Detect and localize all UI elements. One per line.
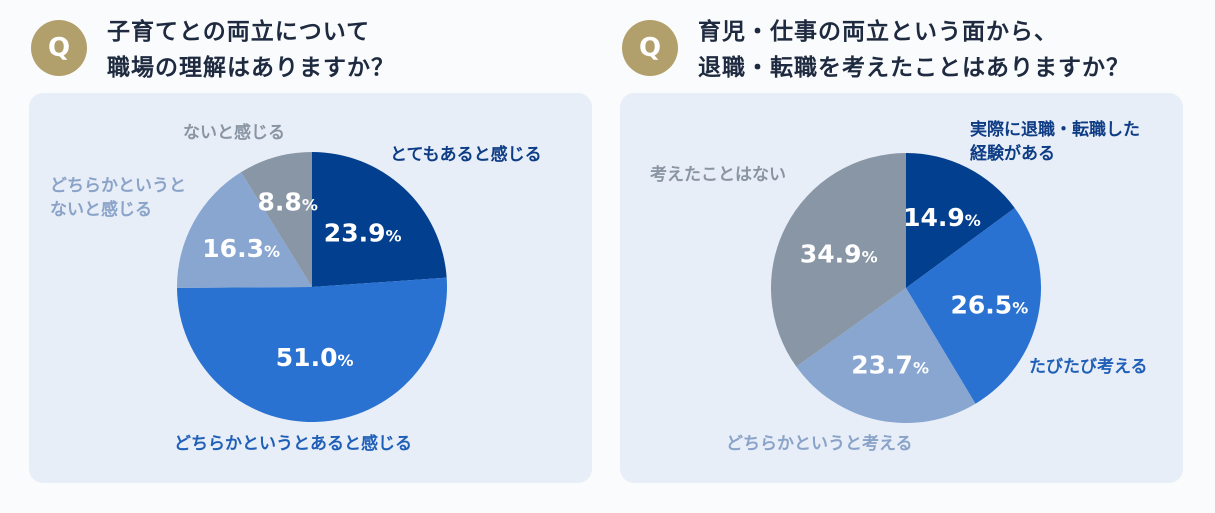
pie-slice-4 bbox=[241, 152, 312, 287]
chart-panel-childcare-understanding: Q 子育てとの両立について 職場の理解はありますか？ 23.9% 51.0% 16.… bbox=[27, 0, 607, 513]
pie-chart: 14.9%26.5%23.7%34.9% bbox=[771, 153, 1041, 423]
slice-value: 16.3 bbox=[202, 234, 264, 263]
category-label-somewhat-no: どちらかというと ないと感じる bbox=[50, 174, 186, 222]
question-title-line-2: 職場の理解はありますか？ bbox=[107, 55, 395, 81]
percent-sign: % bbox=[913, 359, 929, 378]
slice-value: 14.9 bbox=[903, 203, 965, 232]
category-label-often: たびたび考える bbox=[1029, 357, 1148, 377]
question-title-line-1: 子育てとの両立について bbox=[107, 19, 371, 45]
percent-sign: % bbox=[264, 242, 280, 261]
pie-slice-1 bbox=[906, 153, 1015, 288]
question-title: 育児・仕事の両立という面から、 退職・転職を考えたことはありますか？ bbox=[698, 14, 1130, 86]
category-label-somewhat: どちらかというと考える bbox=[726, 434, 913, 454]
percent-sign: % bbox=[385, 227, 401, 246]
category-label-somewhat-no-line-1: どちらかというと bbox=[50, 176, 186, 196]
slice-value-label: 51.0% bbox=[276, 343, 354, 372]
pie-slice-3 bbox=[796, 288, 976, 423]
slice-value: 51.0 bbox=[276, 343, 338, 372]
category-label-experienced-line-2: 経験がある bbox=[970, 144, 1055, 164]
pie-slice-1 bbox=[312, 152, 447, 287]
slice-value: 26.5 bbox=[951, 291, 1013, 320]
category-label-never: 考えたことはない bbox=[650, 165, 786, 185]
pie-chart: 23.9%51.0%16.3%8.8% bbox=[177, 152, 448, 423]
category-label-no: ないと感じる bbox=[183, 123, 285, 143]
pie-slice-2 bbox=[177, 277, 448, 423]
slice-value: 34.9 bbox=[800, 239, 862, 268]
pie-slice-3 bbox=[177, 172, 312, 288]
pie-slice-2 bbox=[906, 207, 1041, 404]
percent-sign: % bbox=[965, 211, 981, 230]
question-title-line-1: 育児・仕事の両立という面から、 bbox=[698, 19, 1058, 45]
question-badge: Q bbox=[622, 20, 678, 76]
question-title: 子育てとの両立について 職場の理解はありますか？ bbox=[107, 14, 395, 86]
pie-slice-4 bbox=[771, 153, 906, 367]
slice-value-label: 23.7% bbox=[851, 351, 929, 380]
question-badge: Q bbox=[31, 20, 87, 76]
percent-sign: % bbox=[337, 351, 353, 370]
category-label-somewhat-no-line-2: ないと感じる bbox=[50, 200, 152, 220]
category-label-experienced: 実際に退職・転職した 経験がある bbox=[970, 118, 1140, 166]
slice-value: 23.7 bbox=[851, 351, 913, 380]
percent-sign: % bbox=[862, 247, 878, 266]
slice-value-label: 16.3% bbox=[202, 234, 280, 263]
slice-value: 8.8 bbox=[258, 187, 302, 216]
percent-sign: % bbox=[1012, 299, 1028, 318]
slice-value-label: 26.5% bbox=[951, 291, 1029, 320]
chart-panel-job-change: Q 育児・仕事の両立という面から、 退職・転職を考えたことはありますか？ 14.… bbox=[618, 0, 1198, 513]
slice-value-label: 34.9% bbox=[800, 239, 878, 268]
percent-sign: % bbox=[302, 195, 318, 214]
slice-value-label: 14.9% bbox=[903, 203, 981, 232]
category-label-experienced-line-1: 実際に退職・転職した bbox=[970, 120, 1140, 140]
slice-value-label: 8.8% bbox=[258, 187, 318, 216]
slice-value: 23.9 bbox=[324, 219, 386, 248]
question-title-line-2: 退職・転職を考えたことはありますか？ bbox=[698, 55, 1130, 81]
slice-value-label: 23.9% bbox=[324, 219, 402, 248]
category-label-very-much: とてもあると感じる bbox=[390, 145, 542, 165]
category-label-somewhat-yes: どちらかというとあると感じる bbox=[174, 434, 412, 454]
